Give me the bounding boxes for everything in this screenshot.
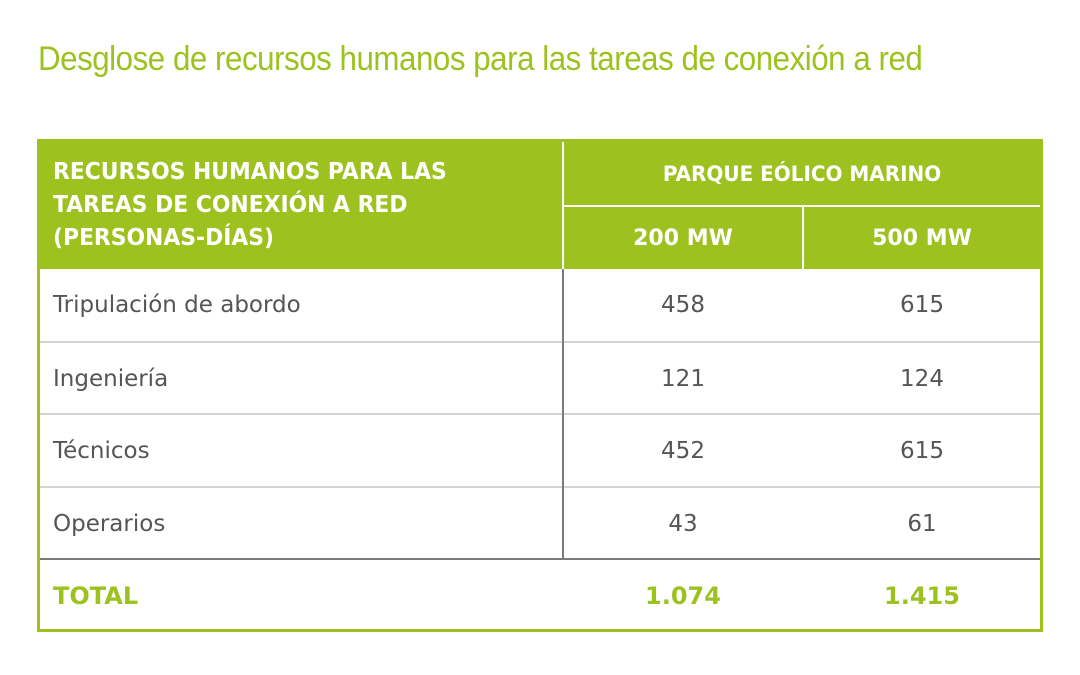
row-value-500mw: 615 [900, 292, 944, 318]
table-row: Ingeniería 121 124 [40, 343, 1040, 415]
total-value-200mw: 1.074 [645, 582, 721, 610]
row-value-200mw: 43 [668, 511, 698, 537]
row-divider [40, 486, 1040, 488]
header-main-label: RECURSOS HUMANOS PARA LAS TAREAS DE CONE… [53, 159, 447, 251]
column-header-200mw: 200 MW [633, 225, 733, 251]
row-divider [40, 413, 1040, 415]
total-divider [40, 558, 1040, 560]
row-value-500mw: 615 [900, 438, 944, 464]
total-label: TOTAL [53, 582, 139, 610]
row-label: Operarios [53, 511, 166, 537]
row-divider [40, 341, 1040, 343]
row-value-200mw: 121 [661, 366, 705, 392]
table-row: Tripulación de abordo 458 615 [40, 269, 1040, 341]
row-value-500mw: 124 [900, 366, 944, 392]
table-header: RECURSOS HUMANOS PARA LAS TAREAS DE CONE… [40, 142, 1040, 269]
table-row: Técnicos 452 615 [40, 415, 1040, 487]
row-value-200mw: 452 [661, 438, 705, 464]
total-row: TOTAL 1.074 1.415 [40, 560, 1040, 632]
header-divider [564, 205, 1040, 207]
row-label: Ingeniería [53, 366, 169, 392]
row-label: Técnicos [53, 438, 150, 464]
header-divider [562, 142, 564, 269]
header-divider [802, 207, 804, 269]
page-title: Desglose de recursos humanos para las ta… [38, 40, 923, 78]
row-value-500mw: 61 [907, 511, 937, 537]
row-value-200mw: 458 [661, 292, 705, 318]
table-row: Operarios 43 61 [40, 488, 1040, 560]
header-group-label: PARQUE EÓLICO MARINO [662, 161, 942, 186]
row-label: Tripulación de abordo [53, 292, 301, 318]
column-divider [562, 269, 564, 559]
column-header-500mw: 500 MW [872, 225, 972, 251]
resources-table: RECURSOS HUMANOS PARA LAS TAREAS DE CONE… [37, 139, 1043, 632]
total-value-500mw: 1.415 [884, 582, 960, 610]
